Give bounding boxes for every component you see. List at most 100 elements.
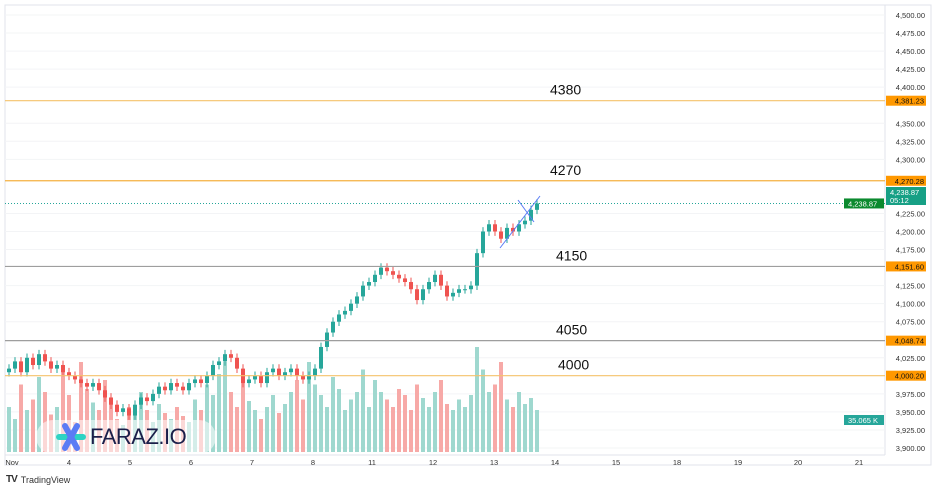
candle-body (439, 274, 443, 286)
candle-body (193, 379, 197, 384)
candle-body (469, 285, 473, 290)
price-chart[interactable]: 4,500.00 4,475.00 4,450.00 4,425.00 4,400.00… (0, 0, 936, 470)
candle-body (511, 227, 515, 232)
candle-body (91, 383, 95, 387)
candle-body (229, 354, 233, 358)
level-price-tag (886, 261, 926, 272)
volume-bar (337, 389, 341, 452)
time-tick: 6 (189, 458, 193, 467)
candle-body (415, 289, 419, 301)
price-tick: 4,425.00 (896, 65, 925, 74)
candle-body (433, 274, 437, 283)
candle-body (403, 278, 407, 283)
price-tick: 4,200.00 (896, 228, 925, 237)
watermark-text: FARAZ.IO (90, 424, 187, 449)
time-tick: 19 (734, 458, 742, 467)
volume-bar (331, 377, 335, 452)
volume-bar (211, 395, 215, 452)
volume-bar (79, 362, 83, 452)
candle-body (13, 361, 17, 369)
volume-bar (445, 404, 449, 452)
volume-bar (397, 389, 401, 452)
volume-bar (295, 380, 299, 452)
price-tick: 4,400.00 (896, 83, 925, 92)
candle-body (535, 203, 539, 210)
level-price-tag-text: 4,270.28 (895, 177, 924, 186)
candle-body (109, 397, 113, 405)
tradingview-label: TradingView (20, 474, 71, 485)
trend-line-drawing (499, 195, 541, 249)
volume-bar (325, 407, 329, 452)
level-label-4150: 4150 (556, 247, 587, 263)
candle-body (463, 289, 467, 291)
time-tick: 15 (612, 458, 620, 467)
volume-bar (265, 407, 269, 452)
volume-bar (13, 419, 17, 452)
tradingview-logo[interactable]: TV TradingView (6, 474, 70, 485)
trend-line-drawing (517, 199, 535, 223)
faraz-watermark: FARAZ.IO (36, 420, 217, 454)
candle-body (61, 365, 65, 373)
time-tick: 11 (368, 458, 376, 467)
candle-body (277, 368, 281, 376)
volume-bar (31, 399, 35, 452)
volume-value: 35.065 K (848, 416, 878, 425)
volume-bar (463, 407, 467, 452)
price-tick: 4,450.00 (896, 47, 925, 56)
volume-bar (259, 419, 263, 452)
price-tick: 3,925.00 (896, 426, 925, 435)
candle-body (121, 408, 125, 412)
candle-body (253, 375, 257, 380)
candle-body (235, 357, 239, 369)
candle-body (523, 220, 527, 225)
volume-bar (205, 384, 209, 452)
volume-bar (505, 399, 509, 452)
volume-bar (349, 399, 353, 452)
candle-body (373, 274, 377, 283)
candle-body (79, 379, 83, 384)
volume-bar (19, 384, 23, 452)
candle-body (55, 365, 59, 369)
time-tick: 21 (855, 458, 863, 467)
candle-body (247, 379, 251, 384)
candle-body (7, 368, 11, 373)
volume-bar (373, 380, 377, 452)
candle-body (385, 267, 389, 272)
time-tick: 4 (67, 458, 71, 467)
candle-body (409, 282, 413, 290)
volume-bar (487, 392, 491, 452)
price-tick: 4,175.00 (896, 246, 925, 255)
candle-body (127, 408, 131, 416)
time-tick: 13 (490, 458, 498, 467)
price-tick: 3,975.00 (896, 390, 925, 399)
candle-body (301, 375, 305, 380)
time-tick: Nov (5, 458, 19, 467)
candle-body (481, 231, 485, 254)
candle-body (37, 354, 41, 366)
last-price-tag (886, 187, 926, 205)
candle-body (451, 292, 455, 297)
price-tick: 3,950.00 (896, 408, 925, 417)
faraz-logo-icon (56, 423, 86, 451)
candle-body (151, 393, 155, 402)
volume-bar (217, 374, 221, 452)
candle-body (163, 386, 167, 391)
volume-bar (319, 395, 323, 452)
volume-bar (379, 392, 383, 452)
volume-bar (409, 410, 413, 452)
price-tick: 4,025.00 (896, 354, 925, 363)
candle-body (427, 282, 431, 290)
level-price-tag-text: 4,381.23 (895, 97, 924, 106)
price-tick: 4,125.00 (896, 282, 925, 291)
candle-body (445, 285, 449, 297)
candle-body (181, 386, 185, 391)
candle-body (529, 209, 533, 221)
volume-bar (493, 384, 497, 452)
candle-body (85, 383, 89, 387)
candle-body (31, 357, 35, 366)
tv-logo-icon: TV (6, 474, 18, 485)
price-tick: 4,100.00 (896, 300, 925, 309)
candle-body (283, 372, 287, 376)
price-tick: 3,900.00 (896, 444, 925, 453)
volume-bar (343, 410, 347, 452)
